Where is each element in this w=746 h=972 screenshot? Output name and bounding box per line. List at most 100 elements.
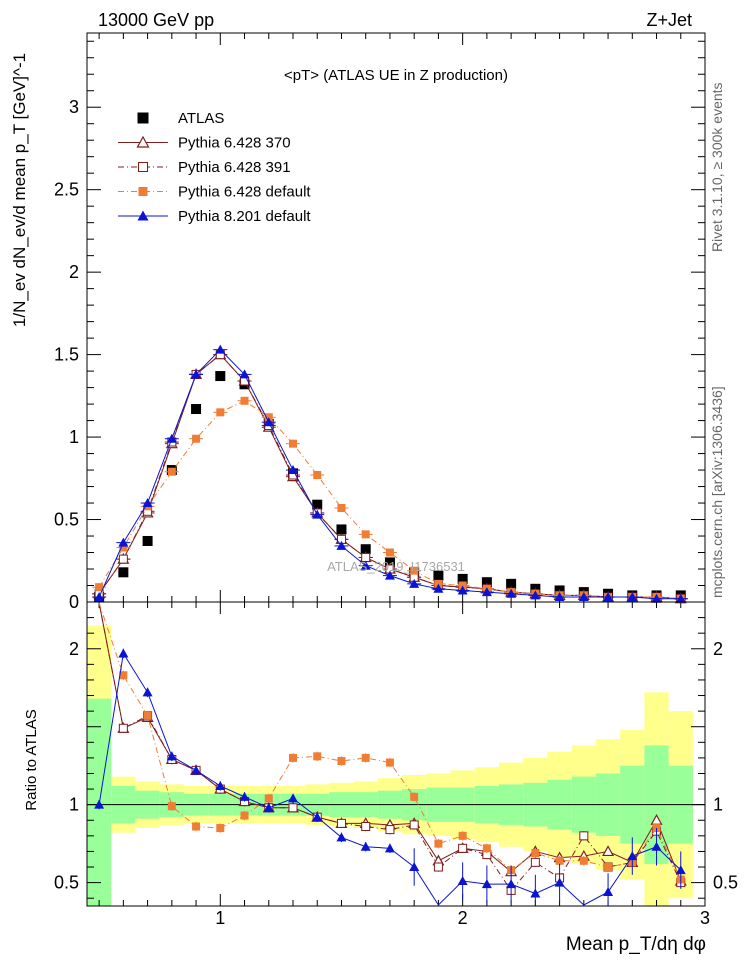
- marker: [119, 543, 128, 552]
- series-ratio-3: [94, 648, 686, 906]
- marker: [554, 592, 565, 602]
- axis-ticks: 1 2 300.511.522.530.5 0.51 12 2: [54, 33, 738, 928]
- marker: [603, 592, 614, 602]
- marker: [288, 465, 298, 475]
- marker: [481, 587, 492, 597]
- marker: [602, 845, 615, 857]
- marker: [118, 567, 129, 578]
- marker: [167, 467, 176, 476]
- marker: [191, 369, 202, 379]
- data-series: [92, 344, 688, 906]
- legend-label: Pythia 6.428 370: [178, 135, 291, 152]
- marker: [167, 802, 176, 811]
- marker: [360, 560, 371, 570]
- x-tick-label: 1: [215, 908, 225, 928]
- ratio-y-tick-label: 2: [69, 639, 79, 659]
- marker: [312, 499, 323, 510]
- marker: [337, 503, 346, 512]
- legend-label: Pythia 6.428 default: [178, 184, 311, 201]
- marker: [336, 540, 347, 550]
- series-main-4: [92, 344, 688, 603]
- marker: [336, 832, 347, 842]
- marker: [215, 780, 226, 790]
- marker: [118, 723, 128, 733]
- marker: [192, 434, 201, 443]
- marker: [289, 753, 297, 762]
- marker: [336, 524, 347, 535]
- marker: [263, 417, 274, 427]
- header-right: Z+Jet: [646, 10, 692, 30]
- marker: [651, 593, 662, 603]
- marker: [312, 812, 323, 822]
- marker: [433, 862, 443, 872]
- marker: [137, 112, 149, 124]
- marker: [142, 687, 153, 697]
- marker: [191, 404, 202, 415]
- marker: [138, 187, 148, 196]
- marker: [337, 757, 346, 766]
- marker: [651, 841, 662, 851]
- marker: [627, 592, 638, 602]
- marker: [434, 839, 443, 848]
- y-tick-label: 0.5: [54, 510, 79, 530]
- marker: [506, 879, 517, 889]
- marker: [215, 344, 226, 354]
- legend: ATLAS Pythia 6.428 370 Pythia 6.428 391 Pyt…: [118, 110, 311, 225]
- marker: [312, 509, 323, 519]
- legend-item: Pythia 6.428 default: [118, 184, 311, 201]
- marker: [530, 590, 541, 600]
- marker: [457, 585, 468, 595]
- marker: [409, 578, 420, 588]
- marker: [410, 792, 419, 801]
- marker: [433, 583, 444, 593]
- marker: [410, 566, 419, 575]
- marker: [118, 648, 129, 658]
- marker: [239, 791, 250, 801]
- marker: [240, 811, 249, 820]
- marker: [240, 396, 249, 405]
- marker: [531, 848, 540, 857]
- ratio-y-tick-label: 0.5: [54, 873, 79, 893]
- marker: [604, 863, 613, 872]
- marker: [360, 544, 371, 555]
- y-tick-label: 1.5: [54, 345, 79, 365]
- marker: [409, 820, 419, 830]
- marker: [288, 793, 298, 803]
- marker: [385, 548, 394, 557]
- marker: [95, 583, 104, 592]
- y-tick-label: 0: [69, 592, 79, 612]
- legend-item: Pythia 6.428 370: [118, 135, 291, 152]
- marker: [506, 578, 517, 589]
- x-tick-label: 3: [700, 908, 710, 928]
- marker: [458, 843, 468, 853]
- marker: [360, 841, 371, 851]
- marker: [482, 844, 491, 853]
- marker: [384, 843, 395, 853]
- marker: [136, 135, 150, 148]
- marker: [94, 592, 105, 602]
- marker: [361, 753, 370, 762]
- side-label-mcplots: mcplots.cern.ch [arXiv:1306.3436]: [709, 386, 725, 598]
- marker: [384, 557, 395, 568]
- header-left: 13000 GeV pp: [98, 10, 214, 30]
- marker: [578, 592, 589, 602]
- ratio-y-tick-label-right: 1: [713, 795, 723, 815]
- marker: [288, 803, 298, 813]
- marker: [138, 162, 148, 172]
- marker: [263, 802, 274, 812]
- ratio-y-tick-label-right: 2: [713, 639, 723, 659]
- marker: [94, 799, 105, 809]
- marker: [313, 471, 322, 480]
- legend-label: Pythia 8.201 default: [178, 208, 311, 225]
- chart-title: <pT> (ATLAS UE in Z production): [284, 67, 508, 84]
- marker: [166, 751, 177, 761]
- legend-item: ATLAS: [137, 110, 224, 127]
- marker: [119, 671, 128, 680]
- marker: [579, 856, 588, 865]
- series-ratio-2: [98, 602, 685, 885]
- marker: [481, 577, 492, 588]
- ratio-y-tick-label-right: 0.5: [713, 873, 738, 893]
- marker: [118, 554, 128, 564]
- ratio-ylabel: Ratio to ATLAS: [23, 709, 40, 810]
